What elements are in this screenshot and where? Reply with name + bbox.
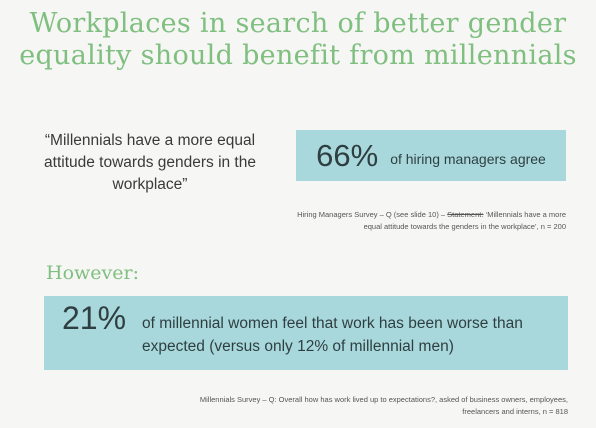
stat-text-21-line-2: expected (versus only 12% of millennial …: [142, 338, 454, 355]
source-note-2-line-1: Millennials Survey – Q: Overall how has …: [199, 395, 568, 404]
stat-text-21: of millennial women feel that work has b…: [142, 312, 558, 358]
quote-block: “Millennials have a more equal attitude …: [30, 130, 270, 196]
title-line-2: equality should benefit from millennials: [19, 40, 577, 71]
stat-text-66: of hiring managers agree: [390, 150, 546, 167]
title-line-1: Workplaces in search of better gender: [29, 8, 567, 39]
stat-value-66: 66%: [316, 137, 379, 173]
source-note-1-suffix: ‘Millennials have a more: [483, 210, 566, 219]
quote-line-2: attitude towards genders in the: [44, 154, 256, 171]
source-note-1-line-2: equal attitude towards the genders in th…: [363, 222, 566, 231]
stat-value-21: 21%: [62, 300, 127, 336]
stat-box-hiring-managers: 66% of hiring managers agree: [296, 130, 566, 181]
source-note-2: Millennials Survey – Q: Overall how has …: [196, 394, 568, 418]
source-note-1-prefix: Hiring Managers Survey – Q (see slide 10…: [297, 210, 448, 219]
source-note-2-line-2: freelancers and interns, n = 818: [462, 407, 568, 416]
stat-text-21-line-1: of millennial women feel that work has b…: [142, 315, 523, 332]
quote-line-3: workplace”: [112, 176, 188, 193]
source-note-1: Hiring Managers Survey – Q (see slide 10…: [290, 209, 566, 233]
stat-box-millennial-women: 21% of millennial women feel that work h…: [44, 296, 568, 370]
however-heading: However:: [46, 262, 139, 284]
quote-line-1: “Millennials have a more equal: [44, 132, 256, 149]
source-note-1-struck: Statement:: [447, 210, 484, 219]
slide-title: Workplaces in search of better gender eq…: [0, 8, 596, 72]
source-note-1-line-1: Hiring Managers Survey – Q (see slide 10…: [290, 209, 566, 221]
